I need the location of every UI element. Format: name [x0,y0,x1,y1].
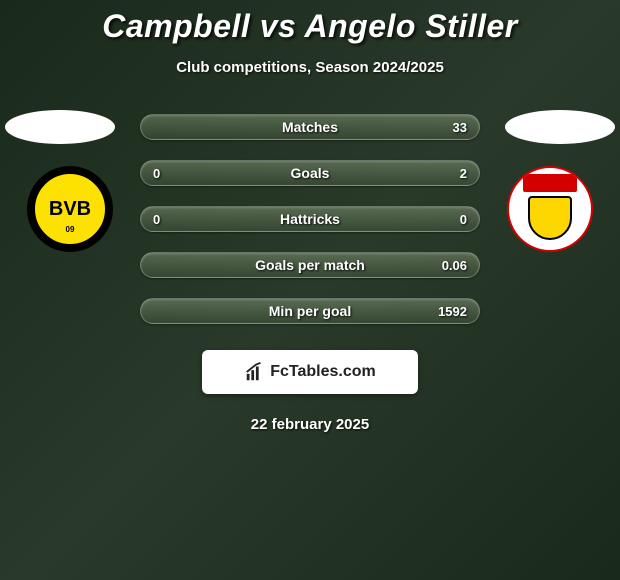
right-team-badge [507,166,593,252]
brand-text: FcTables.com [270,363,376,381]
stat-right: 1592 [438,299,467,323]
brand-badge: FcTables.com [202,350,418,394]
left-player-ellipse [5,110,115,144]
stat-label: Goals [141,161,479,185]
stat-right: 0.06 [442,253,467,277]
stat-label: Min per goal [141,299,479,323]
stat-right: 2 [460,161,467,185]
left-team-badge: BVB 09 [27,166,113,252]
stat-label: Hattricks [141,207,479,231]
stat-row-goals-per-match: Goals per match 0.06 [140,252,480,278]
stat-row-goals: 0 Goals 2 [140,160,480,186]
stat-label: Matches [141,115,479,139]
comparison-area: BVB 09 Matches 33 0 Goals 2 [0,106,620,336]
stat-right: 0 [460,207,467,231]
bvb-text: BVB [49,200,91,218]
subtitle: Club competitions, Season 2024/2025 [0,59,620,76]
bvb-badge: BVB 09 [27,166,113,252]
right-player-ellipse [505,110,615,144]
stat-right: 33 [453,115,467,139]
stat-row-hattricks: 0 Hattricks 0 [140,206,480,232]
comparison-card: Campbell vs Angelo Stiller Club competit… [0,0,620,433]
stat-row-matches: Matches 33 [140,114,480,140]
stat-label: Goals per match [141,253,479,277]
stat-rows: Matches 33 0 Goals 2 0 Hattricks 0 Goals… [140,114,480,344]
vfb-badge [507,166,593,252]
date-text: 22 february 2025 [0,416,620,433]
bvb-year: 09 [66,225,75,234]
chart-icon [244,361,266,383]
stat-row-min-per-goal: Min per goal 1592 [140,298,480,324]
page-title: Campbell vs Angelo Stiller [0,8,620,45]
